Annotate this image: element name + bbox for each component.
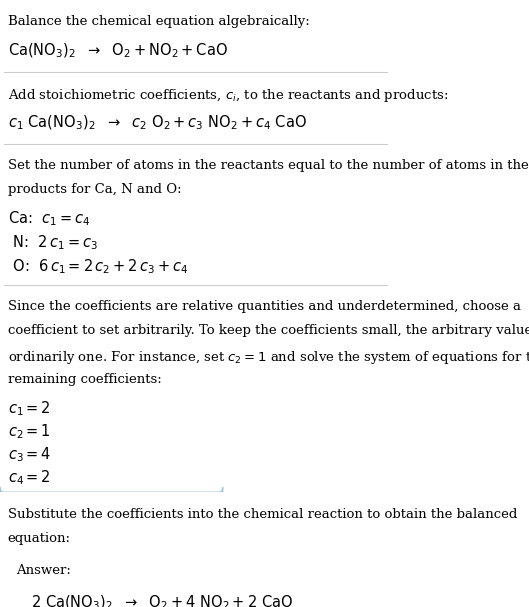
Text: Add stoichiometric coefficients, $c_i$, to the reactants and products:: Add stoichiometric coefficients, $c_i$, … [8,87,448,104]
Text: Set the number of atoms in the reactants equal to the number of atoms in the: Set the number of atoms in the reactants… [8,159,528,172]
Text: Since the coefficients are relative quantities and underdetermined, choose a: Since the coefficients are relative quan… [8,300,521,313]
Text: $c_4 = 2$: $c_4 = 2$ [8,468,51,487]
FancyBboxPatch shape [0,487,223,554]
Text: Ca:  $c_1 = c_4$: Ca: $c_1 = c_4$ [8,209,90,228]
Text: $\mathrm{Ca(NO_3)_2}$  $\rightarrow$  $\mathrm{O_2 + NO_2 + CaO}$: $\mathrm{Ca(NO_3)_2}$ $\rightarrow$ $\ma… [8,42,227,60]
Text: Substitute the coefficients into the chemical reaction to obtain the balanced: Substitute the coefficients into the che… [8,507,517,521]
Text: Answer:: Answer: [16,564,70,577]
Text: remaining coefficients:: remaining coefficients: [8,373,161,386]
Text: $2\ \mathrm{Ca(NO_3)_2}$  $\rightarrow$  $\mathrm{O_2 + 4\ NO_2 + 2\ CaO}$: $2\ \mathrm{Ca(NO_3)_2}$ $\rightarrow$ $… [31,594,293,607]
Text: products for Ca, N and O:: products for Ca, N and O: [8,183,181,196]
Text: $c_1\ \mathrm{Ca(NO_3)_2}$  $\rightarrow$  $c_2\ \mathrm{O_2} + c_3\ \mathrm{NO_: $c_1\ \mathrm{Ca(NO_3)_2}$ $\rightarrow$… [8,114,307,132]
Text: $c_1 = 2$: $c_1 = 2$ [8,399,51,418]
Text: $c_3 = 4$: $c_3 = 4$ [8,445,51,464]
Text: equation:: equation: [8,532,71,545]
Text: Balance the chemical equation algebraically:: Balance the chemical equation algebraica… [8,15,309,28]
Text: N:  $2\,c_1 = c_3$: N: $2\,c_1 = c_3$ [8,234,98,252]
Text: coefficient to set arbitrarily. To keep the coefficients small, the arbitrary va: coefficient to set arbitrarily. To keep … [8,325,529,337]
Text: ordinarily one. For instance, set $c_2 = 1$ and solve the system of equations fo: ordinarily one. For instance, set $c_2 =… [8,349,529,366]
Text: $c_2 = 1$: $c_2 = 1$ [8,422,51,441]
Text: O:  $6\,c_1 = 2\,c_2 + 2\,c_3 + c_4$: O: $6\,c_1 = 2\,c_2 + 2\,c_3 + c_4$ [8,258,188,277]
